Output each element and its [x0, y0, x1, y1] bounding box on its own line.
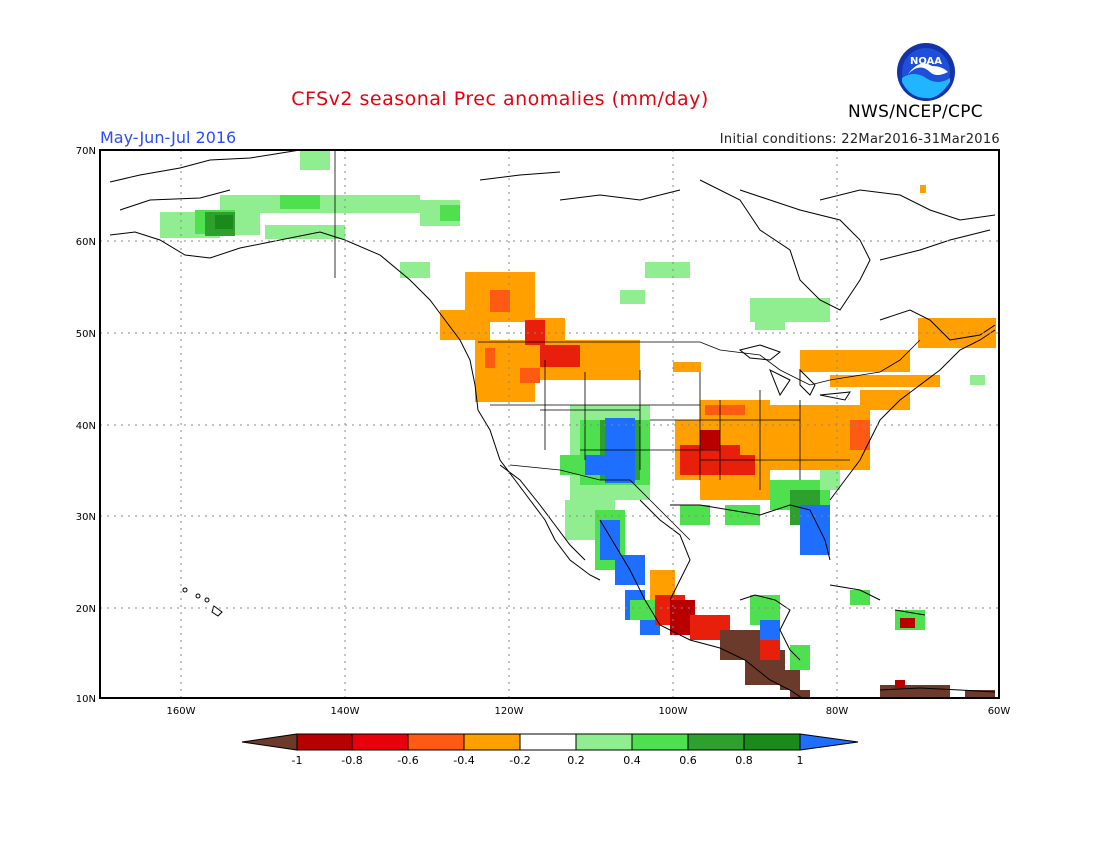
colorbar-labels: -1 -0.8 -0.6 -0.4 -0.2 0.2 0.4 0.6 0.8 1	[292, 754, 804, 767]
colorbar-label: 0.4	[623, 754, 641, 767]
colorbar-label: -0.4	[453, 754, 474, 767]
lat-label: 40N	[76, 421, 96, 432]
colorbar-label: 0.2	[567, 754, 585, 767]
lon-label: 160W	[167, 706, 196, 717]
colorbar-swatch	[631, 733, 689, 751]
agency-label: NWS/NCEP/CPC	[848, 102, 983, 122]
lon-labels: 160W 140W 120W 100W 80W 60W	[167, 706, 1011, 717]
lon-label: 60W	[988, 706, 1011, 717]
colorbar-swatch	[519, 733, 577, 751]
lat-label: 20N	[76, 604, 96, 615]
map-title: CFSv2 seasonal Prec anomalies (mm/day)	[291, 88, 709, 110]
coastlines	[109, 150, 996, 698]
lon-label: 140W	[331, 706, 360, 717]
period-label: May-Jun-Jul 2016	[100, 128, 237, 147]
great-lakes	[738, 344, 851, 401]
hawaii-islands	[182, 587, 223, 617]
colorbar-swatch	[296, 733, 353, 751]
logo-text: NOAA	[910, 56, 942, 67]
lon-label: 120W	[495, 706, 524, 717]
colorbar-swatch	[351, 733, 409, 751]
lat-label: 30N	[76, 512, 96, 523]
political-borders	[334, 150, 921, 541]
colorbar-label: 0.8	[735, 754, 753, 767]
lat-label: 60N	[76, 237, 96, 248]
lat-label: 70N	[76, 146, 96, 157]
lon-label: 100W	[659, 706, 688, 717]
colorbar-label: -0.8	[341, 754, 362, 767]
map-frame	[99, 149, 1000, 699]
colorbar-arrow-right	[799, 733, 859, 751]
colorbar-arrow-left	[241, 733, 298, 751]
colorbar-label: 1	[797, 754, 804, 767]
colorbar-swatch	[743, 733, 801, 751]
colorbar-swatch	[575, 733, 633, 751]
colorbar-label: -0.6	[397, 754, 418, 767]
colorbar-label: -0.2	[509, 754, 530, 767]
colorbar-swatch	[407, 733, 465, 751]
lat-labels: 70N 60N 50N 40N 30N 20N 10N	[76, 146, 96, 705]
initial-conditions-label: Initial conditions: 22Mar2016-31Mar2016	[719, 132, 1000, 147]
lon-label: 80W	[826, 706, 849, 717]
colorbar-swatch	[463, 733, 521, 751]
colorbar	[241, 733, 859, 751]
colorbar-swatch	[687, 733, 745, 751]
gridlines	[100, 150, 999, 698]
lat-label: 10N	[76, 694, 96, 705]
lat-label: 50N	[76, 329, 96, 340]
colorbar-label: -1	[292, 754, 303, 767]
colorbar-label: 0.6	[679, 754, 697, 767]
noaa-logo: NOAA	[897, 43, 955, 101]
